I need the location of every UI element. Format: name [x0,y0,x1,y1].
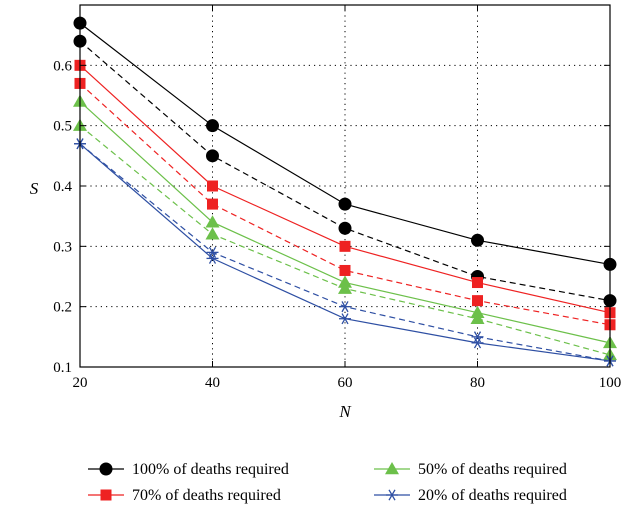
data-point [205,215,220,228]
data-point [206,119,219,133]
axes: 20 40 60 80 100 0.1 0.2 0.3 0.4 0.5 0.6 [53,4,622,391]
x-tick-label: 20 [73,375,88,391]
legend-label: 100% of deaths required [132,461,289,478]
x-tick-label: 40 [205,375,220,391]
series-line [79,40,611,302]
grid [80,5,610,367]
legend-marker [100,489,112,501]
data-point [338,197,352,211]
y-axis-title: S [30,179,39,198]
y-tick-label: 0.5 [53,119,72,135]
legend-label: 70% of deaths required [132,487,281,504]
data-point [471,331,484,343]
data-point [207,180,218,192]
legend-label: 50% of deaths required [418,461,567,478]
legend-marker [385,462,399,475]
data-point [339,264,351,276]
data-point [206,149,219,163]
data-point [470,311,485,324]
data-point [206,246,219,258]
x-axis-title: N [338,402,352,421]
y-tick-label: 0.4 [53,179,72,195]
legend-item: 100% of deaths required [88,461,289,478]
y-tick-label: 0.3 [53,239,72,255]
legend: 100% of deaths required 50% of deaths req… [88,461,567,504]
data-point [471,337,484,349]
data-point [338,221,352,235]
series-7 [74,138,616,367]
x-tick-label: 100 [599,375,622,391]
data-point [339,313,351,325]
x-tick-label: 60 [338,375,353,391]
legend-marker [99,462,113,476]
x-tick-label: 80 [470,375,485,391]
legend-label: 20% of deaths required [418,487,567,504]
y-tick-label: 0.1 [53,360,72,376]
data-point [472,277,483,289]
data-point [471,233,484,247]
y-tick-label: 0.6 [53,58,72,74]
data-point [205,227,220,240]
series-layer [73,16,617,367]
data-point [207,198,218,210]
series-line [79,125,611,356]
data-point [338,281,352,294]
series-6 [74,138,616,367]
y-tick-label: 0.2 [53,300,72,316]
data-point [339,301,351,313]
data-point [339,240,351,252]
legend-item: 50% of deaths required [374,461,567,478]
data-point [472,295,483,307]
legend-item: 70% of deaths required [88,487,281,504]
legend-item: 20% of deaths required [374,487,567,504]
legend-marker [386,489,398,501]
